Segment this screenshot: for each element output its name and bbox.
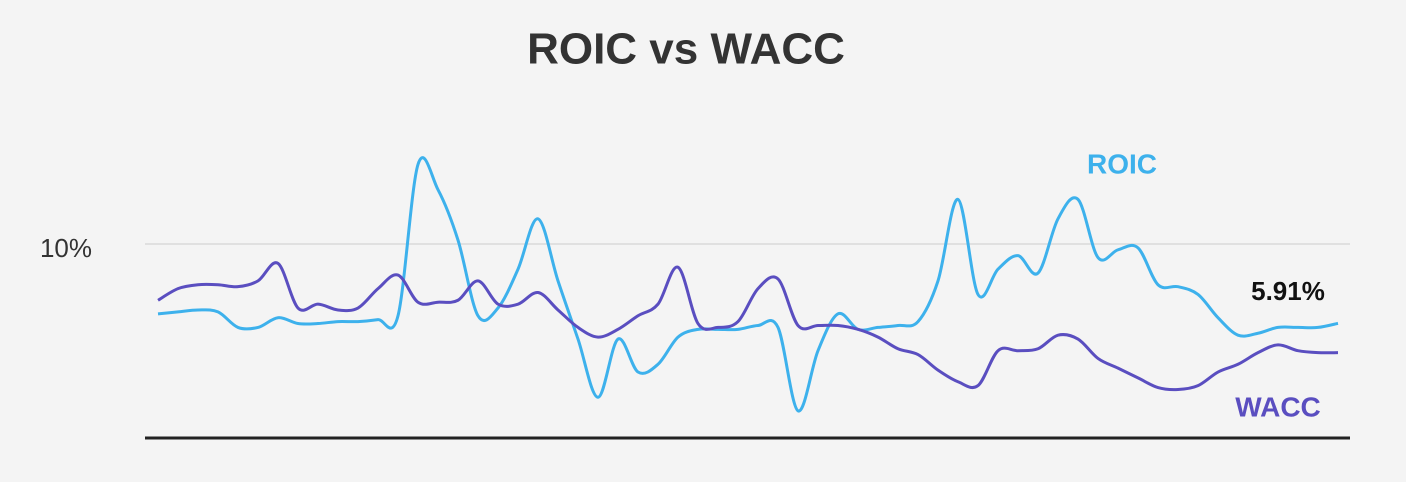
chart-title: ROIC vs WACC: [527, 25, 845, 74]
series-line: [157, 261, 1339, 392]
series-line: [157, 156, 1339, 413]
value-label: 5.91%: [1251, 276, 1325, 306]
series-label: WACC: [1235, 391, 1321, 422]
y-tick-label: 10%: [40, 233, 92, 263]
series-label: ROIC: [1087, 148, 1157, 179]
